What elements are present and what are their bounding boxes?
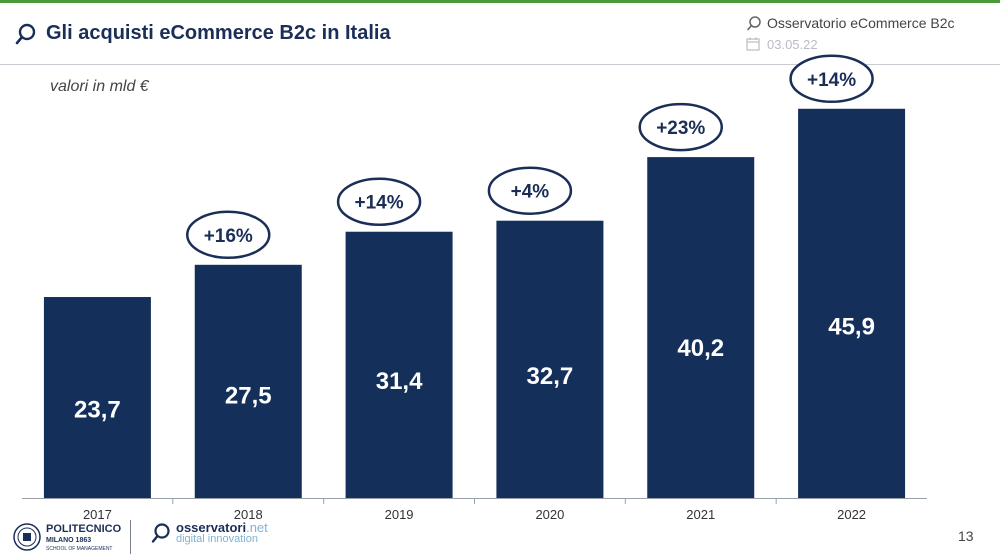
bar bbox=[798, 108, 906, 498]
osservatori-tagline: digital innovation bbox=[176, 533, 258, 545]
bar-value-label: 27,5 bbox=[225, 382, 272, 409]
bar-value-label: 32,7 bbox=[527, 363, 574, 390]
x-tick-label: 2017 bbox=[83, 507, 112, 522]
bar bbox=[647, 157, 755, 498]
osservatori-logo-text: osservatori.net bbox=[176, 520, 268, 535]
growth-ellipse bbox=[487, 166, 573, 215]
politecnico-name: POLITECNICO bbox=[46, 523, 122, 535]
bar-value-label: 31,4 bbox=[376, 368, 423, 395]
growth-label: +23% bbox=[656, 118, 705, 139]
bar-value-label: 23,7 bbox=[74, 397, 121, 424]
university-seal-icon bbox=[13, 523, 41, 551]
growth-ellipse bbox=[638, 102, 723, 152]
unit-label: valori in mld € bbox=[50, 78, 149, 95]
x-tick-label: 2022 bbox=[837, 507, 866, 522]
calendar-icon bbox=[746, 37, 760, 51]
growth-ellipse bbox=[336, 177, 422, 226]
growth-label: +14% bbox=[355, 193, 404, 214]
magnifier-icon bbox=[747, 16, 761, 31]
growth-label: +16% bbox=[204, 226, 253, 247]
politecnico-school: SCHOOL OF MANAGEMENT bbox=[46, 546, 113, 552]
magnifier-icon bbox=[15, 23, 36, 45]
growth-label: +14% bbox=[807, 70, 856, 91]
x-tick-label: 2020 bbox=[535, 507, 564, 522]
x-tick-label: 2021 bbox=[686, 507, 715, 522]
x-tick-label: 2019 bbox=[385, 507, 414, 522]
bar bbox=[496, 220, 604, 499]
header-divider bbox=[0, 64, 1000, 65]
bar bbox=[194, 264, 302, 498]
growth-ellipse bbox=[789, 54, 874, 104]
growth-ellipse bbox=[186, 210, 271, 260]
bar bbox=[345, 231, 453, 498]
bar-value-label: 45,9 bbox=[828, 314, 875, 341]
osservatori-tld: .net bbox=[246, 520, 268, 535]
top-accent-line bbox=[0, 0, 1000, 3]
x-tick-label: 2018 bbox=[234, 507, 263, 522]
page-title: Gli acquisti eCommerce B2c in Italia bbox=[46, 22, 391, 44]
bar bbox=[43, 297, 151, 498]
footer-divider bbox=[130, 520, 131, 554]
osservatori-name: osservatori bbox=[176, 520, 247, 535]
page-number: 13 bbox=[958, 528, 974, 544]
bar-value-label: 40,2 bbox=[677, 335, 724, 362]
magnifier-icon bbox=[151, 523, 170, 543]
growth-label: +4% bbox=[511, 182, 550, 203]
presentation-date: 03.05.22 bbox=[767, 37, 818, 52]
observatory-name: Osservatorio eCommerce B2c bbox=[767, 15, 955, 31]
politecnico-city: MILANO 1863 bbox=[46, 537, 92, 544]
